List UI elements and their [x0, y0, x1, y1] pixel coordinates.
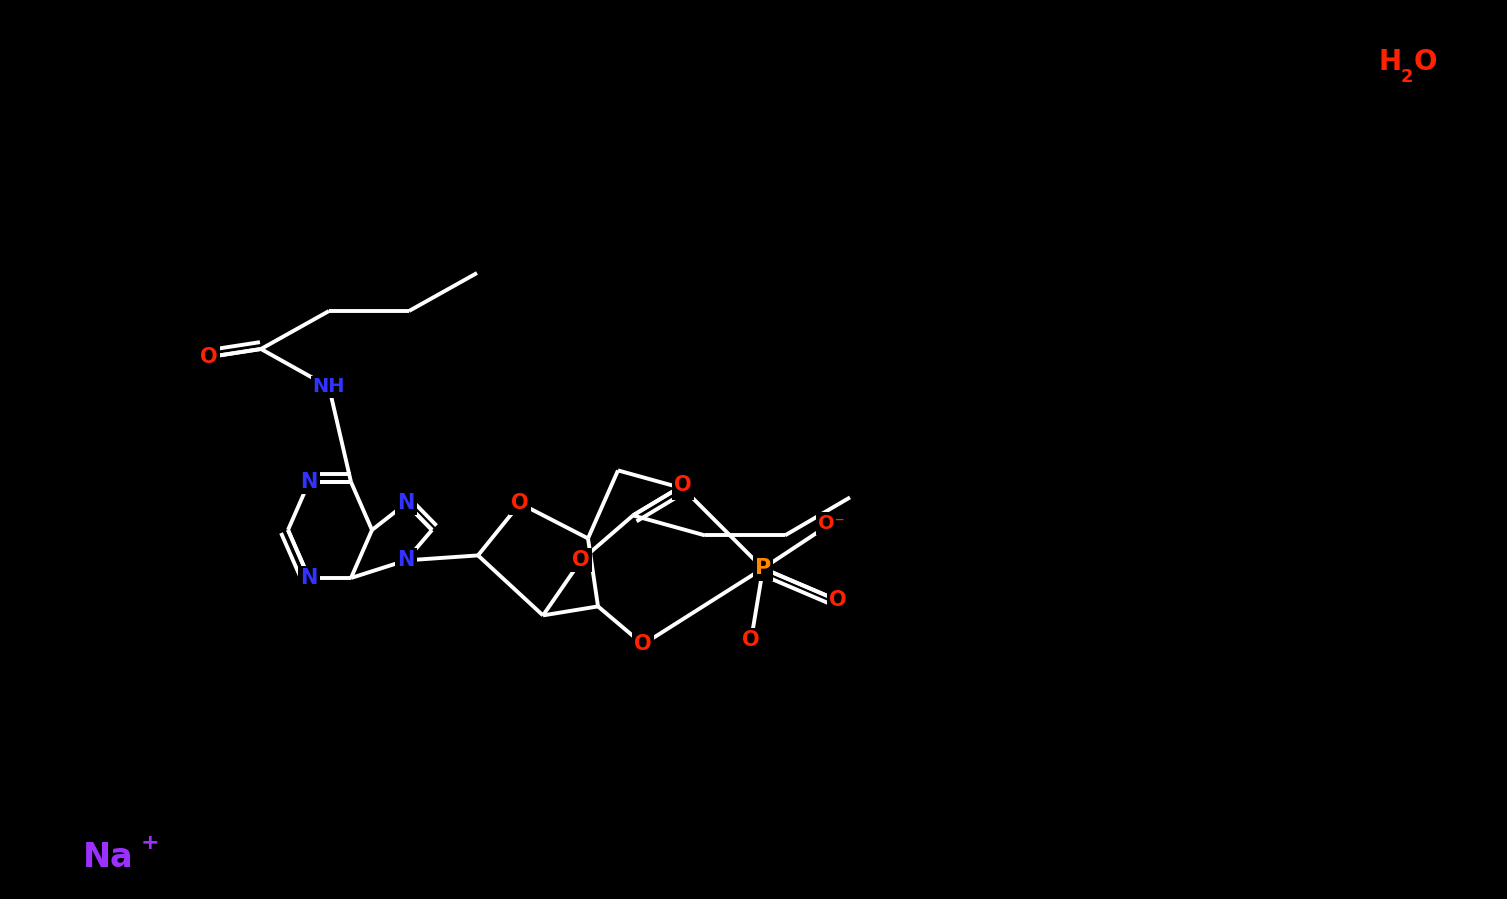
Text: H: H — [1379, 49, 1402, 76]
Text: O: O — [829, 591, 847, 610]
Text: NH: NH — [313, 378, 345, 396]
Text: O⁻: O⁻ — [818, 514, 844, 533]
Text: N: N — [300, 568, 318, 588]
Text: Na: Na — [83, 841, 134, 874]
Text: 2: 2 — [1402, 68, 1414, 86]
Text: N: N — [398, 494, 414, 513]
Text: O: O — [1414, 49, 1438, 76]
Text: N: N — [398, 550, 414, 570]
Text: O: O — [200, 347, 219, 367]
Text: O: O — [511, 494, 529, 513]
Text: O: O — [573, 550, 589, 570]
Text: O: O — [674, 476, 692, 495]
Text: N: N — [300, 472, 318, 492]
Text: O: O — [634, 635, 653, 654]
Text: +: + — [140, 832, 160, 852]
Text: O: O — [741, 630, 760, 650]
Text: O: O — [674, 478, 692, 498]
Text: P: P — [755, 558, 772, 578]
